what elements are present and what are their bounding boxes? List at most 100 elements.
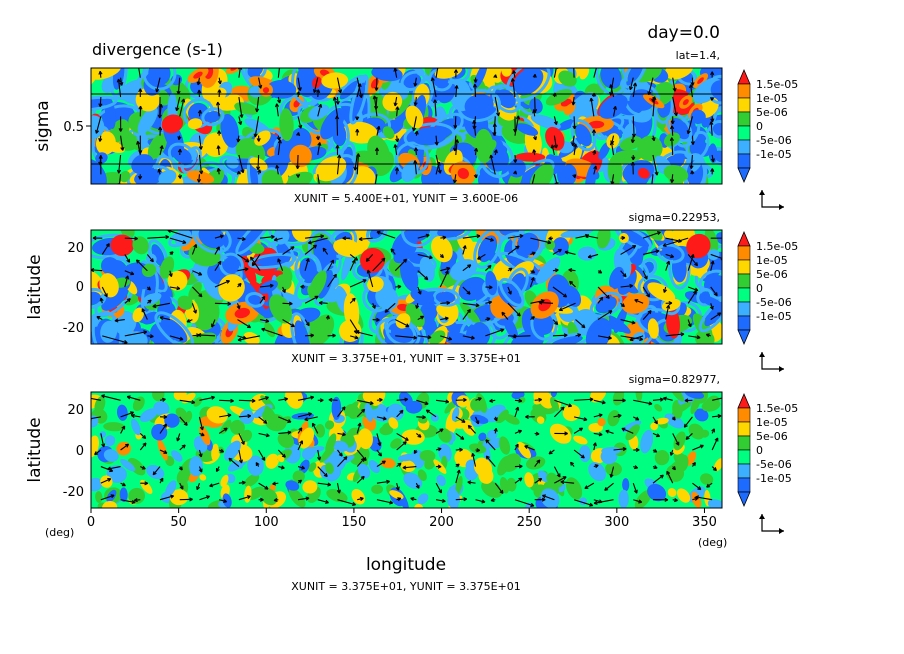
field-blob [499, 476, 510, 494]
field-blob [324, 420, 335, 430]
field-blob [199, 474, 207, 481]
wind-arrowhead [126, 298, 131, 303]
wind-arrow [317, 466, 328, 477]
field-blob [577, 246, 597, 261]
bottom-reference-arrow [759, 514, 784, 534]
wind-arrowhead [371, 304, 376, 309]
field-ring [248, 252, 297, 270]
bottom-y-tick-20: 20 [67, 403, 84, 418]
x-tick-label: 100 [254, 515, 279, 530]
field-blob [627, 68, 643, 83]
wind-arrowhead [304, 417, 309, 422]
wind-arrowhead [604, 486, 609, 491]
field-blob [244, 473, 260, 487]
wind-arrow [454, 135, 457, 152]
colorbar-label: 0 [756, 444, 763, 457]
wind-arrow [198, 174, 201, 183]
field-blob [670, 117, 688, 138]
wind-arrowhead [417, 290, 422, 295]
wind-arrow [477, 253, 486, 260]
colorbar-segment [737, 139, 751, 155]
wind-arrow [237, 253, 250, 263]
wind-arrowhead [227, 413, 232, 418]
wind-arrowhead [216, 246, 220, 251]
wind-arrow [434, 99, 437, 117]
field-blob [103, 422, 125, 432]
wind-arrowhead [198, 453, 203, 458]
wind-arrowhead [237, 282, 242, 287]
wind-arrow [575, 319, 586, 329]
wind-arrowhead [310, 333, 314, 338]
field-ring [91, 95, 118, 112]
wind-arrowhead [473, 174, 478, 179]
wind-arrow [357, 399, 374, 405]
wind-arrowhead [577, 333, 582, 338]
field-blob [618, 489, 629, 508]
wind-arrow [349, 259, 356, 271]
field-blob [529, 163, 554, 184]
wind-arrow [585, 234, 599, 239]
bottom-x-ticks: 0 50 100 150 200 250 300 350 [87, 508, 717, 530]
field-blob [198, 230, 226, 249]
bottom-x-unit-right: (deg) [698, 536, 727, 549]
wind-arrowhead [571, 101, 576, 106]
wind-arrow [531, 174, 536, 184]
wind-arrow [512, 335, 531, 338]
field-blob [189, 455, 203, 477]
field-core [682, 99, 689, 106]
wind-arrow [356, 408, 366, 418]
field-blob [437, 291, 456, 304]
wind-arrowhead [601, 400, 606, 405]
wind-arrow [258, 396, 269, 401]
wind-arrow [710, 260, 714, 271]
wind-arrowhead [572, 57, 575, 60]
wind-arrowhead [265, 318, 270, 323]
wind-arrowhead [427, 335, 432, 340]
wind-arrowhead [622, 446, 627, 452]
top-divergence-field [91, 68, 722, 184]
wind-arrowhead [646, 293, 651, 298]
wind-arrowhead [499, 489, 504, 494]
wind-arrow [611, 174, 615, 184]
wind-arrow [259, 319, 269, 322]
wind-arrowhead [305, 258, 310, 263]
wind-arrowhead [298, 124, 303, 129]
wind-arrowhead [530, 316, 535, 321]
wind-arrowhead [198, 293, 203, 298]
wind-arrowhead [422, 415, 426, 420]
wind-arrow [376, 449, 382, 457]
wind-arrow [475, 416, 479, 425]
field-blob [412, 126, 448, 146]
field-blob [261, 488, 278, 506]
wind-arrow [258, 449, 266, 461]
wind-arrow [597, 296, 604, 304]
wind-arrow [336, 154, 341, 175]
wind-arrow [620, 245, 636, 255]
wind-arrow [692, 482, 702, 490]
wind-arrow [417, 286, 422, 295]
field-blob [239, 409, 255, 425]
wind-arrow [124, 331, 147, 337]
wind-arrow [337, 406, 346, 418]
colorbar-label: 0 [756, 120, 763, 133]
wind-arrowhead [659, 397, 664, 402]
wind-arrowhead [501, 311, 506, 316]
wind-arrowhead [261, 295, 266, 300]
wind-arrow [376, 480, 390, 484]
wind-arrowhead [639, 336, 644, 342]
field-blob [625, 424, 640, 441]
wind-arrowhead [581, 324, 586, 329]
field-ring [473, 230, 502, 269]
field-core [193, 71, 203, 79]
wind-arrowhead [542, 494, 546, 499]
wind-arrowhead [653, 448, 658, 453]
field-blob [326, 489, 348, 503]
field-ring [154, 311, 194, 344]
wind-arrow [91, 416, 101, 420]
wind-arrowhead [433, 99, 438, 104]
field-blob [505, 479, 517, 491]
field-blob [230, 419, 245, 435]
wind-arrowhead [585, 234, 589, 239]
field-blob [118, 127, 142, 151]
